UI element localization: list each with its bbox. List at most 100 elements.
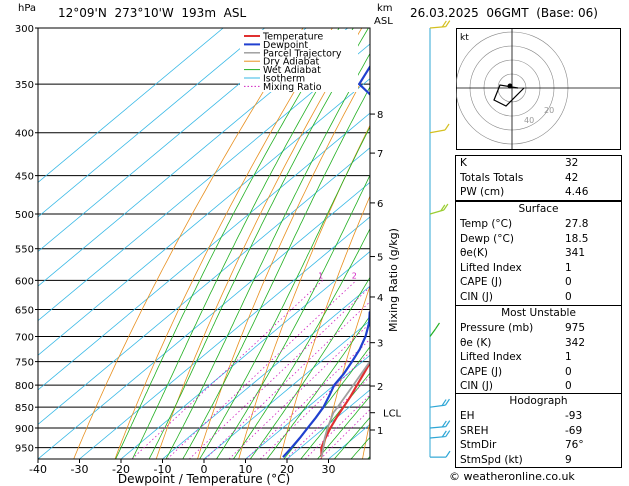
- wind-barb-flag: [441, 399, 447, 406]
- wind-barb-flag: [441, 430, 447, 438]
- pressure-tick-label: 950: [15, 444, 34, 455]
- surface-value: 1: [565, 261, 572, 274]
- wind-barb: [429, 435, 446, 439]
- x-tick-label: 0: [201, 463, 208, 476]
- most-unstable-row: CAPE (J) 0: [456, 365, 621, 380]
- surface-value: 341: [565, 247, 586, 260]
- most-unstable-label: Pressure (mb): [460, 322, 534, 334]
- x-tick-label: -30: [71, 463, 89, 476]
- most-unstable-value: 1: [565, 351, 572, 364]
- wet-adiabat-line: [300, 372, 370, 459]
- most-unstable-title: Most Unstable: [501, 307, 576, 319]
- hodograph-row: StmDir 76°: [456, 438, 621, 453]
- pressure-tick-label: 400: [15, 129, 34, 140]
- pressure-tick-label: 500: [15, 210, 34, 221]
- hodograph-row: StmSpd (kt) 9: [456, 453, 621, 468]
- wet-adiabat-line: [316, 395, 370, 459]
- isotherm-line: [79, 216, 370, 459]
- pressure-tick-label: 800: [15, 381, 34, 392]
- isotherm-line: [203, 320, 370, 459]
- x-tick-label: 20: [280, 463, 294, 476]
- indices-panel: K 32 Totals Totals 42 PW (cm) 4.46: [455, 155, 622, 201]
- isotherm-line: [120, 250, 370, 459]
- surface-row: CAPE (J) 0: [456, 275, 621, 290]
- isotherm-line: [38, 78, 370, 356]
- index-k: K 32: [460, 157, 579, 169]
- wet-adiabat-line: [333, 416, 370, 459]
- legend-entry: Dry Adiabat: [263, 57, 320, 68]
- most-unstable-row: Pressure (mb) 975: [456, 321, 621, 336]
- surface-row: Dewp (°C) 18.5: [456, 232, 621, 247]
- hodograph-trace: [493, 84, 525, 107]
- legend-entry: Dewpoint: [263, 40, 308, 51]
- surface-label: Dewp (°C): [460, 232, 514, 245]
- index-totals-totals: Totals Totals 42: [460, 171, 579, 184]
- pressure-tick-label: 850: [15, 403, 34, 414]
- isotherm-line: [38, 28, 265, 218]
- surface-label: Temp (°C): [460, 218, 513, 230]
- km-tick-label: 4: [377, 293, 383, 304]
- km-tick-label: 5: [377, 253, 383, 264]
- hodograph-kt-label: kt: [460, 33, 469, 43]
- x-tick-label: 10: [239, 463, 253, 476]
- most-unstable-row: θe (K) 342: [456, 336, 621, 351]
- wind-barb: [429, 26, 446, 29]
- dry-adiabat-line: [279, 195, 370, 459]
- surface-label: Lifted Index: [460, 261, 522, 274]
- wind-barb-flag: [441, 420, 447, 428]
- pressure-tick-label: 350: [15, 80, 34, 91]
- wind-barb: [429, 328, 436, 337]
- isotherm-line: [38, 43, 370, 322]
- mixing-ratio-label: 1: [318, 271, 323, 280]
- lcl-label: LCL: [383, 409, 402, 420]
- hodograph-ring-label: 20: [544, 106, 554, 115]
- wind-barb-flag: [434, 322, 440, 330]
- isotherm-line: [38, 147, 370, 425]
- parcel-trajectory-line: [320, 359, 370, 458]
- pressure-tick-label: 300: [15, 24, 34, 35]
- surface-row: Lifted Index 1: [456, 261, 621, 276]
- wind-barb: [429, 426, 446, 429]
- most-unstable-panel: Most Unstable Pressure (mb) 975 θe (K) 342 L…: [455, 305, 622, 395]
- wind-barb-flag: [443, 203, 449, 211]
- index-pw: PW (cm) 4.46: [460, 186, 589, 199]
- hodograph-label: StmSpd (kt): [460, 453, 523, 466]
- hodograph-panel: Hodograph EH -93 SREH -69 StmDir 76° StmSpd (k…: [455, 393, 622, 469]
- km-label: km: [377, 3, 393, 14]
- legend-entry: Parcel Trajectory: [263, 48, 342, 59]
- pressure-tick-label: 700: [15, 332, 34, 343]
- x-axis-title: Dewpoint / Temperature (°C): [118, 472, 290, 486]
- most-unstable-row: CIN (J) 0: [456, 379, 621, 394]
- surface-row: Temp (°C) 27.8: [456, 217, 621, 232]
- wind-barb-flag: [445, 420, 451, 427]
- km-tick-label: 6: [377, 199, 383, 210]
- most-unstable-label: Lifted Index: [460, 351, 522, 364]
- most-unstable-label: CIN (J): [460, 380, 493, 393]
- hodograph-row: EH -93: [456, 409, 621, 424]
- legend-entry: Temperature: [262, 32, 323, 43]
- km-tick-label: 1: [377, 426, 383, 437]
- wet-adiabat-line: [115, 28, 340, 459]
- surface-label: CAPE (J): [460, 276, 503, 289]
- surface-title: Surface: [518, 203, 559, 215]
- hodograph-label: SREH: [460, 424, 489, 437]
- hodograph: 20 40 kt: [456, 28, 621, 150]
- date-title: 26.03.2025 06GMT (Base: 06): [410, 6, 598, 20]
- hodograph-value: 9: [565, 453, 572, 466]
- wet-adiabat-line: [232, 227, 370, 459]
- surface-value: 0: [565, 276, 572, 289]
- wet-adiabat-line: [266, 315, 370, 459]
- pressure-tick-label: 450: [15, 172, 34, 183]
- surface-panel: Surface Temp (°C) 27.8 Dewp (°C) 18.5 θe(K) 3…: [455, 201, 622, 306]
- mixing-ratio-line: [228, 322, 370, 459]
- dry-adiabat-line: [73, 28, 304, 459]
- surface-value: 0: [565, 290, 572, 303]
- wind-barb-flag: [440, 204, 446, 212]
- hodograph-value: -69: [565, 424, 583, 437]
- km-tick-label: 2: [377, 382, 383, 393]
- most-unstable-value: 0: [565, 365, 572, 378]
- isotherm-line: [38, 112, 370, 391]
- wet-adiabat-line: [165, 52, 370, 459]
- mixing-ratio-line: [285, 376, 370, 459]
- credit-footer: © weatheronline.co.uk: [449, 470, 575, 483]
